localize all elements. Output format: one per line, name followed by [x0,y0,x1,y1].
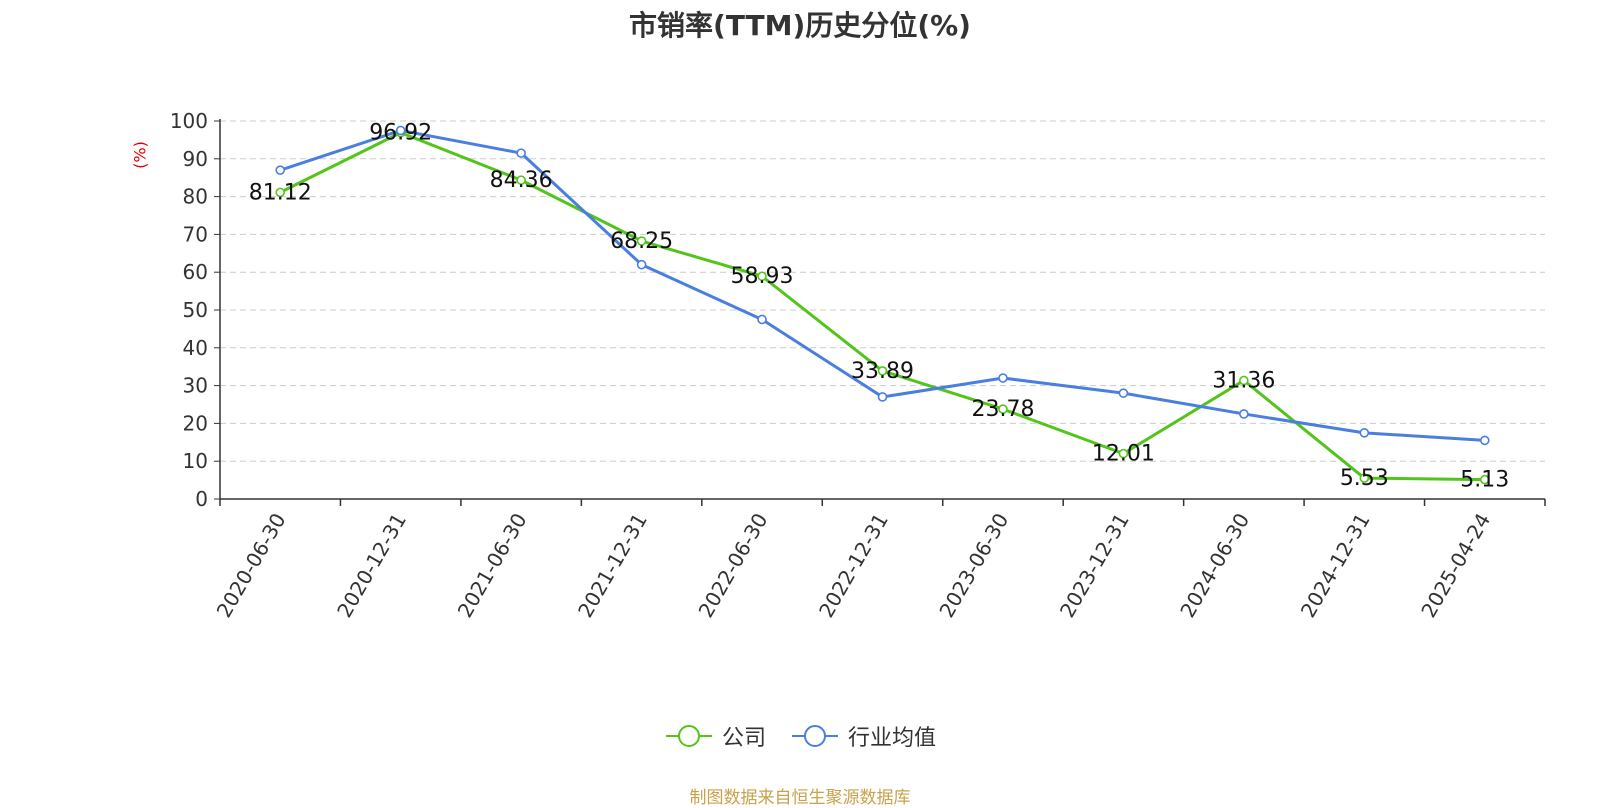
data-point-industry [1359,428,1370,438]
data-source-note: 制图数据来自恒生聚源数据库 [689,788,911,808]
data-label: 68.25 [610,229,673,254]
data-label: 5.13 [1460,468,1509,493]
series-line-company [279,131,1485,482]
y-tick-label: 50 [183,298,208,322]
y-tick-label: 0 [195,487,208,511]
y-tick-label: 10 [183,449,208,473]
legend-industry-label: 行业均值 [848,726,937,751]
data-point-industry [275,165,286,175]
x-tick-label: 2020-12-31 [332,509,411,622]
x-tick-label: 2021-06-30 [453,509,532,622]
axes [214,119,1546,506]
data-point-company [998,404,1008,414]
data-point-company [1239,375,1249,386]
data-label: 96.92 [369,121,432,146]
series-group [275,125,1490,485]
y-tick-label: 20 [183,411,208,435]
y-tick-label: 70 [183,222,208,246]
x-tick-label: 2023-06-30 [934,509,1013,622]
data-label: 5.53 [1340,466,1389,491]
legend-company-label: 公司 [721,726,766,751]
legend-company-icon [665,725,712,747]
x-tick-label: 2023-12-31 [1055,509,1134,622]
data-labels: 81.12 96.92 84.36 68.25 58.93 33.89 23.78 12.01… [249,121,1510,493]
data-label: 23.78 [971,397,1034,422]
legend-item-industry[interactable]: 行业均值 [790,720,936,752]
data-label: 33.89 [851,359,914,384]
data-point-industry [1479,435,1490,446]
data-point-company [275,187,286,198]
legend: 公司 行业均值 [0,720,1600,752]
x-tick-label: 2022-12-31 [814,509,893,622]
x-tick-labels: 2020-06-30 2020-12-31 2021-06-30 2021-12-31… [212,509,1495,622]
data-point-industry [516,148,526,158]
data-label: 31.36 [1212,368,1275,393]
data-point-industry [757,314,767,325]
data-label: 58.93 [731,264,794,289]
data-point-industry [1118,388,1129,398]
y-tick-labels: 0 10 20 30 40 50 60 70 80 90 100 [170,109,208,511]
y-tick-label: 30 [183,374,208,398]
y-tick-label: 60 [183,260,208,284]
x-tick-label: 2024-12-31 [1296,509,1375,622]
data-label: 12.01 [1092,442,1155,467]
data-point-company [1479,474,1490,485]
data-point-industry [998,373,1008,383]
grid-lines [220,120,1545,462]
data-point-industry [636,259,647,270]
data-label: 81.12 [249,180,312,205]
data-point-company [877,366,888,376]
x-tick-label: 2024-06-30 [1175,509,1254,622]
data-point-company [636,236,647,246]
legend-item-company[interactable]: 公司 [664,720,766,752]
data-point-company [757,271,767,282]
y-tick-label: 90 [183,147,208,171]
data-point-industry [395,125,406,136]
y-tick-label: 100 [170,109,208,133]
data-point-company [1118,448,1129,459]
data-point-company [516,175,526,185]
data-point-industry [1239,409,1249,419]
data-point-company [1359,473,1370,483]
data-point-industry [877,392,888,402]
y-tick-label: 80 [183,185,208,209]
chart-title: 市销率(TTM)历史分位(%) [629,9,971,42]
y-tick-label: 40 [183,336,208,360]
x-tick-label: 2020-06-30 [212,509,291,622]
data-label: 84.36 [490,168,553,193]
x-tick-label: 2021-12-31 [573,509,652,622]
legend-industry-icon [792,725,838,747]
x-tick-label: 2022-06-30 [694,509,773,622]
x-tick-label: 2025-04-24 [1416,509,1495,622]
